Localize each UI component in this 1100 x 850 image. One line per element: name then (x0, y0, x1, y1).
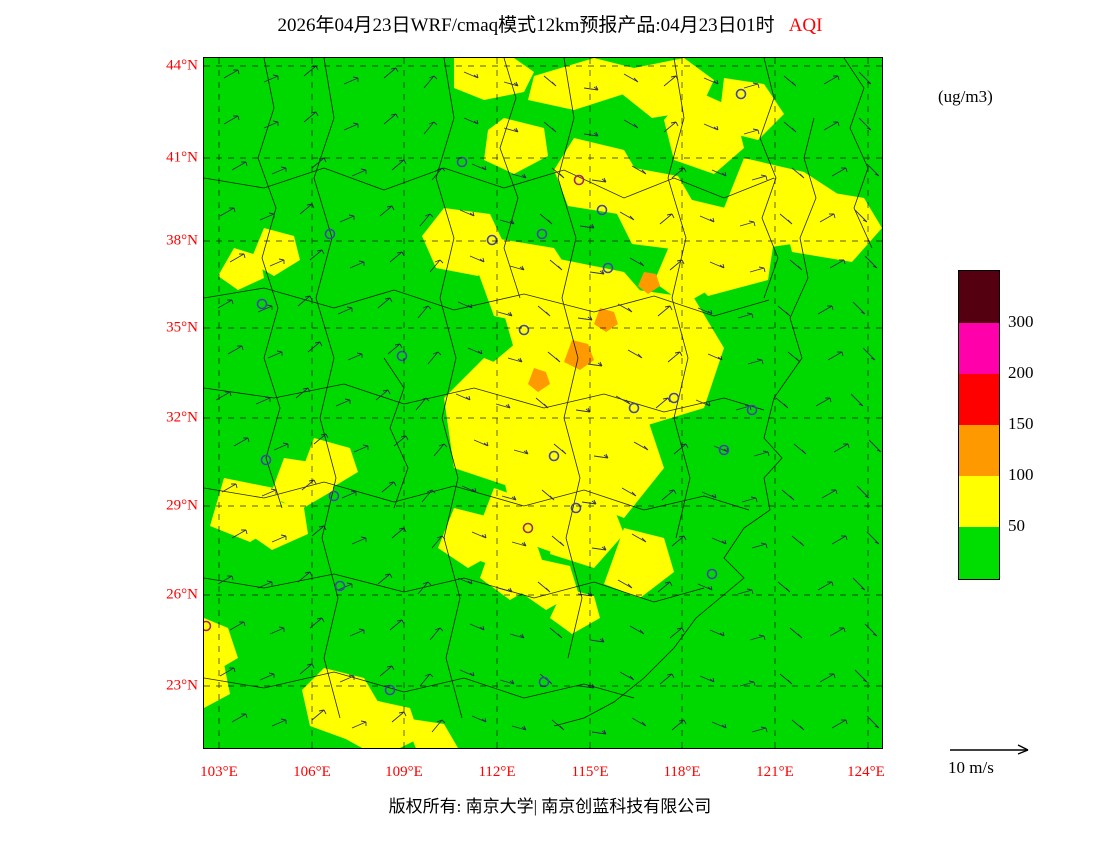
x-tick-label: 118°E (663, 764, 701, 780)
x-tick-label: 106°E (293, 764, 331, 780)
wind-scale-label: 10 m/s (948, 758, 994, 777)
map-plot-area (203, 57, 883, 749)
colorbar-tick-label: 50 (1008, 516, 1025, 535)
y-tick-label: 32°N (166, 409, 198, 426)
colorbar-tick-label: 300 (1008, 312, 1034, 331)
colorbar-labels: 300 200 150 100 50 (1004, 270, 1084, 580)
x-tick-label: 112°E (478, 764, 516, 780)
x-axis-labels: 103°E 106°E 109°E 112°E 115°E 118°E 121°… (200, 762, 885, 786)
colorbar-segment-100-150 (959, 425, 999, 476)
y-tick-label: 38°N (166, 232, 198, 249)
colorbar-tick-label: 150 (1008, 414, 1034, 433)
x-tick-label: 124°E (847, 764, 885, 780)
copyright-text: 版权所有: 南京大学| 南京创蓝科技有限公司 (388, 797, 712, 816)
colorbar-segment-150-200 (959, 374, 999, 425)
y-axis-labels: 44°N 41°N 38°N 35°N 32°N 29°N 26°N 23°N (118, 57, 198, 749)
colorbar-segment-200-300 (959, 323, 999, 374)
y-tick-label: 44°N (166, 57, 198, 74)
y-tick-label: 41°N (166, 149, 198, 166)
x-tick-label: 103°E (200, 764, 238, 780)
chart-title-variable: AQI (788, 15, 823, 36)
colorbar-segment-0-50 (959, 527, 999, 579)
x-tick-label: 109°E (385, 764, 423, 780)
right-arrow-icon (950, 744, 1029, 755)
colorbar (958, 270, 1000, 580)
colorbar-segment-50-100 (959, 476, 999, 527)
x-tick-label: 115°E (571, 764, 609, 780)
units-label: (ug/m3) (938, 87, 993, 106)
chart-title-main: 2026年04月23日WRF/cmaq模式12km预报产品:04月23日01时 (277, 15, 775, 36)
colorbar-tick-label: 100 (1008, 465, 1034, 484)
y-tick-label: 35°N (166, 319, 198, 336)
y-tick-label: 29°N (166, 497, 198, 514)
aqi-map-canvas (204, 58, 882, 748)
colorbar-segment-gt300 (959, 271, 999, 323)
chart-title: 2026年04月23日WRF/cmaq模式12km预报产品:04月23日01时 A… (0, 10, 1100, 37)
y-tick-label: 23°N (166, 677, 198, 694)
colorbar-tick-label: 200 (1008, 363, 1034, 382)
y-tick-label: 26°N (166, 586, 198, 603)
x-tick-label: 121°E (756, 764, 794, 780)
